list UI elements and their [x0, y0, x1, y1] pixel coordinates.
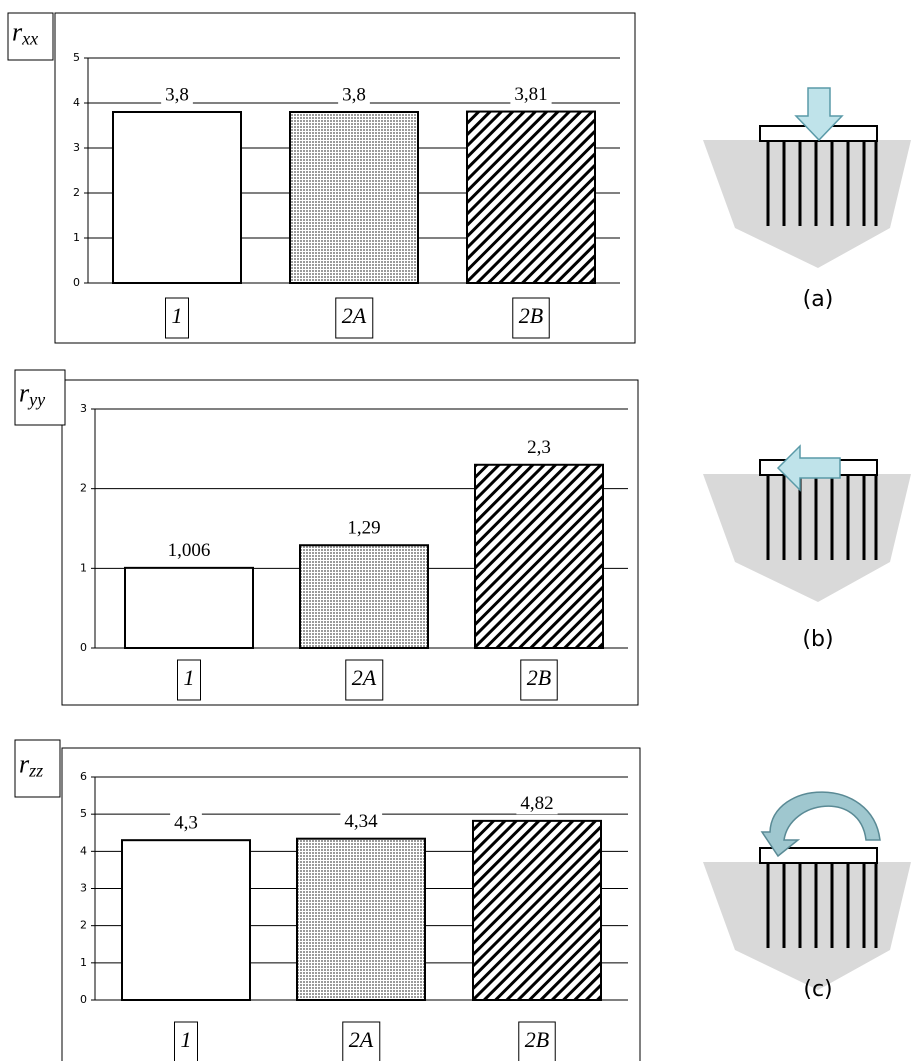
value-label: 4,3 [174, 813, 198, 834]
y-label-subscript: yy [27, 390, 45, 410]
bar [299, 544, 429, 649]
x-tick-box [345, 659, 384, 701]
caption: (b) [802, 627, 833, 652]
y-label-box [7, 12, 54, 61]
y-tick-label: 3 [80, 882, 87, 895]
diagram-c [701, 791, 911, 992]
value-label-bg [161, 84, 193, 106]
bar [474, 463, 604, 649]
value-label-bg [340, 811, 383, 833]
y-label-base: r [19, 378, 30, 407]
x-tick-box [520, 659, 558, 701]
bar [472, 819, 602, 1002]
x-tick-box [177, 659, 201, 701]
y-label: rxx [12, 17, 38, 48]
y-label-box [14, 369, 66, 426]
x-tick-label: 2A [352, 665, 377, 690]
caption: (c) [803, 977, 832, 1002]
bar [466, 110, 596, 284]
x-tick-label: 2A [342, 303, 367, 328]
x-tick-box [174, 1021, 198, 1061]
x-tick-label: 2B [527, 665, 551, 690]
value-label-bg [343, 517, 385, 539]
caption: (a) [803, 287, 834, 312]
bar [112, 111, 242, 284]
bar [289, 111, 419, 284]
y-label-subscript: xx [21, 29, 38, 49]
y-tick-label: 0 [73, 276, 80, 289]
y-tick-label: 5 [73, 51, 80, 64]
value-label-bg [523, 437, 555, 459]
bar [121, 839, 251, 1002]
x-tick-label: 2B [519, 303, 543, 328]
y-tick-label: 1 [80, 956, 87, 969]
y-tick-label: 3 [73, 141, 80, 154]
y-tick-label: 2 [80, 919, 87, 932]
y-label-box [14, 739, 61, 798]
y-label-base: r [12, 17, 23, 46]
y-label: rzz [19, 749, 43, 780]
value-label-bg [516, 793, 558, 815]
diagram-b [701, 444, 911, 604]
x-tick-label: 1 [184, 665, 195, 690]
y-label: ryy [19, 378, 45, 409]
y-tick-label: 3 [80, 402, 87, 415]
y-tick-label: 0 [80, 993, 87, 1006]
y-tick-label: 1 [80, 561, 87, 574]
y-tick-label: 6 [80, 770, 87, 783]
y-tick-label: 4 [80, 844, 87, 857]
value-label: 3,8 [342, 84, 366, 105]
x-tick-label: 1 [181, 1027, 192, 1052]
y-tick-label: 0 [80, 641, 87, 654]
x-tick-box [165, 297, 189, 339]
value-label-bg [170, 812, 202, 834]
x-tick-box [335, 297, 374, 339]
y-tick-label: 5 [80, 807, 87, 820]
x-tick-label: 2A [349, 1027, 374, 1052]
y-label-base: r [19, 749, 30, 778]
x-tick-box [518, 1021, 556, 1061]
x-tick-label: 1 [172, 303, 183, 328]
bar [124, 566, 254, 650]
value-label: 3,8 [165, 84, 189, 105]
x-tick-label: 2B [525, 1027, 549, 1052]
value-label: 3,81 [514, 84, 547, 105]
y-label-subscript: zz [28, 761, 43, 781]
chart-panel: 0 1 2 3 4 5 6 4,3 1 4,34 2A 4,82 2B rzz [14, 739, 641, 1061]
y-tick-label: 2 [73, 186, 80, 199]
x-tick-box [512, 297, 550, 339]
value-label: 4,34 [344, 811, 378, 832]
y-tick-label: 2 [80, 482, 87, 495]
bar [296, 837, 426, 1001]
value-label: 1,29 [347, 518, 380, 539]
y-tick-label: 1 [73, 231, 80, 244]
x-tick-box [342, 1021, 381, 1061]
diagram-a [701, 87, 911, 270]
y-tick-label: 4 [73, 96, 80, 109]
value-label: 2,3 [527, 437, 551, 458]
value-label: 4,82 [520, 793, 553, 814]
value-label: 1,006 [168, 540, 211, 561]
chart-panel: 0 1 2 3 1,006 1 1,29 2A 2,3 2B ryy [14, 369, 639, 706]
value-label-bg [163, 540, 215, 562]
value-label-bg [510, 83, 552, 105]
value-label-bg [338, 84, 370, 106]
